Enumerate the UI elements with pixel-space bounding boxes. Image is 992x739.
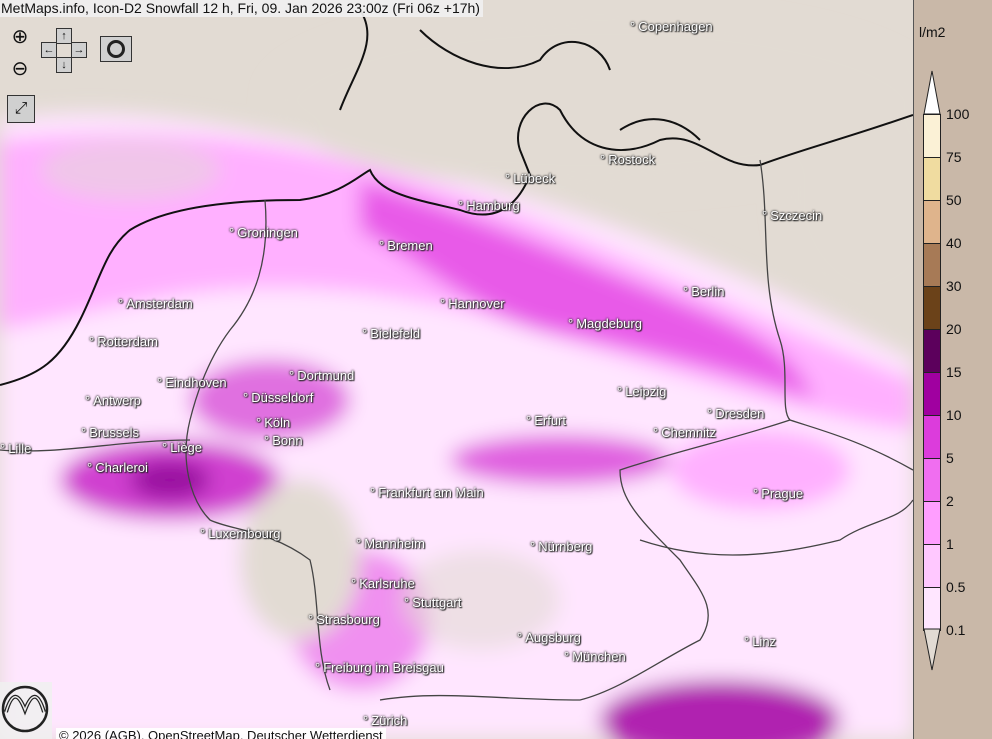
pan-down-button[interactable]: ↓ (56, 57, 72, 73)
map-title: MetMaps.info, Icon-D2 Snowfall 12 h, Fri… (0, 0, 483, 17)
coastlines (0, 9, 913, 386)
city-label: Mannheim (356, 536, 425, 551)
city-label: Strasbourg (308, 612, 380, 627)
snow-area-band-core (360, 180, 813, 400)
city-label: Dortmund (289, 368, 354, 383)
city-label: Köln (256, 415, 290, 430)
city-label: Luxembourg (200, 526, 280, 541)
map-canvas[interactable]: MetMaps.info, Icon-D2 Snowfall 12 h, Fri… (0, 0, 913, 739)
legend-swatch (923, 458, 941, 502)
legend-swatch (923, 114, 941, 158)
city-label: Bielefeld (362, 326, 420, 341)
legend-label: 30 (946, 278, 962, 294)
city-label: Zürich (363, 713, 407, 728)
city-label: Chemnitz (653, 425, 716, 440)
legend-label: 1 (946, 536, 954, 552)
legend-label: 2 (946, 493, 954, 509)
legend-label: 40 (946, 235, 962, 251)
legend-swatch (923, 415, 941, 459)
city-label: Szczecin (762, 208, 822, 223)
pan-left-button[interactable]: ← (41, 42, 57, 58)
city-label: Düsseldorf (243, 390, 313, 405)
fullscreen-icon[interactable]: ⤢ (7, 95, 35, 123)
city-label: Rotterdam (89, 334, 158, 349)
legend-under-arrow (923, 628, 941, 671)
legend-swatch (923, 200, 941, 244)
legend-swatch (923, 372, 941, 416)
legend-label: 100 (946, 106, 970, 122)
city-label: Nürnberg (530, 539, 592, 554)
legend-label: 75 (946, 149, 962, 165)
pan-up-button[interactable]: ↑ (56, 28, 72, 44)
legend-swatch (923, 286, 941, 330)
legend-swatch (923, 501, 941, 545)
city-label: Frankfurt am Main (370, 485, 483, 500)
legend-swatch (923, 587, 941, 631)
zoom-out-icon[interactable]: ⊖ (11, 57, 29, 80)
city-label: Lübeck (505, 171, 555, 186)
city-label: Rostock (600, 152, 655, 167)
city-label: Liège (162, 440, 202, 455)
camera-icon[interactable] (100, 36, 132, 62)
city-label: Amsterdam (118, 296, 192, 311)
city-label: Copenhagen (630, 19, 712, 34)
city-label: Hamburg (458, 198, 519, 213)
city-label: Magdeburg (568, 316, 642, 331)
legend-swatch (923, 329, 941, 373)
legend-label: 10 (946, 407, 962, 423)
city-label: Prague (753, 486, 803, 501)
city-label: Groningen (229, 225, 298, 240)
city-label: Eindhoven (157, 375, 226, 390)
city-label: München (564, 649, 625, 664)
city-label: Bremen (379, 238, 433, 253)
legend-label: 20 (946, 321, 962, 337)
city-label: Augsburg (517, 630, 581, 645)
city-label: Lille (0, 441, 31, 456)
city-label: Freiburg im Breisgau (315, 660, 444, 675)
legend-swatch (923, 544, 941, 588)
city-label: Stuttgart (404, 595, 461, 610)
city-label: Dresden (707, 406, 764, 421)
legend-label: 0.1 (946, 622, 966, 638)
legend-unit: l/m2 (919, 24, 946, 40)
city-label: Bonn (264, 433, 302, 448)
city-label: Berlin (683, 284, 724, 299)
city-label: Erfurt (526, 413, 566, 428)
snowfall-overlay (0, 9, 913, 739)
attribution: © 2026 (AGB), OpenStreetMap, Deutscher W… (56, 728, 386, 739)
legend-swatch (923, 243, 941, 287)
city-label: Brussels (81, 425, 139, 440)
city-label: Linz (744, 634, 776, 649)
city-label: Charleroi (87, 460, 148, 475)
color-legend: l/m2 100 75 50 40 30 20 15 10 5 2 1 0.5 0.1 (913, 0, 992, 739)
pan-right-button[interactable]: → (71, 42, 87, 58)
city-label: Karlsruhe (351, 576, 415, 591)
legend-swatch (923, 157, 941, 201)
metmaps-logo (0, 682, 52, 739)
zoom-in-icon[interactable]: ⊕ (11, 25, 29, 48)
legend-over-arrow (923, 70, 941, 115)
city-label: Antwerp (85, 393, 141, 408)
city-label: Hannover (440, 296, 504, 311)
legend-label: 5 (946, 450, 954, 466)
legend-label: 15 (946, 364, 962, 380)
city-label: Leipzig (617, 384, 666, 399)
legend-label: 50 (946, 192, 962, 208)
legend-label: 0.5 (946, 579, 966, 595)
